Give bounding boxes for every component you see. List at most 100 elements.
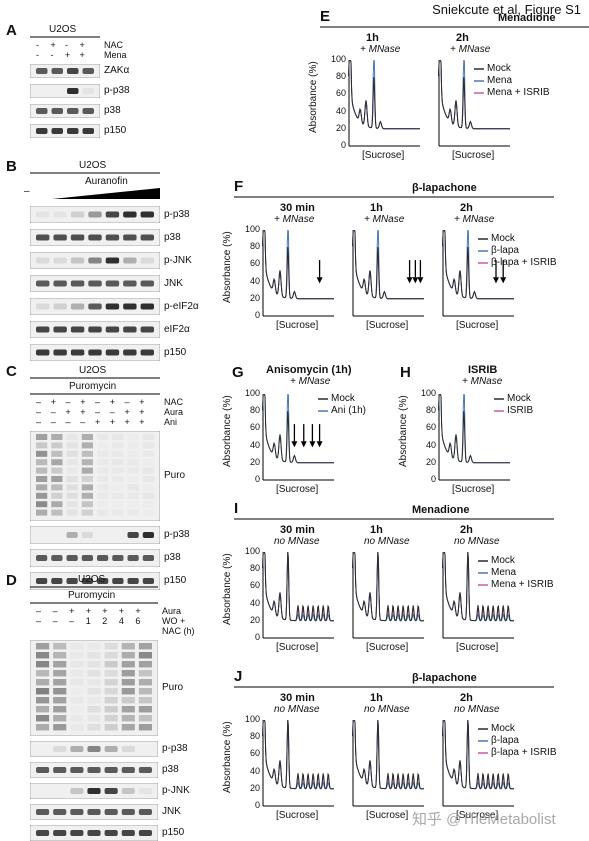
puro-smear bbox=[36, 670, 49, 676]
puro-smear bbox=[70, 670, 83, 676]
series-line bbox=[438, 394, 510, 463]
puro-smear bbox=[139, 670, 152, 676]
panel-C-blot-label: Puro bbox=[164, 470, 185, 481]
panel-J-0-x-label: [Sucrose] bbox=[276, 810, 318, 821]
blot-band bbox=[71, 235, 84, 241]
blot-band bbox=[67, 578, 78, 584]
panel-C-lane-sign: + bbox=[110, 417, 115, 427]
panel-B-blot-0 bbox=[30, 206, 160, 223]
blot-band bbox=[36, 212, 49, 218]
panel-C-puro-bar bbox=[30, 393, 160, 396]
puro-smear bbox=[139, 652, 152, 658]
puro-smear bbox=[70, 688, 83, 694]
blot-band bbox=[52, 68, 64, 74]
panel-C-lane-sign: – bbox=[66, 397, 71, 407]
puro-smear bbox=[87, 706, 100, 712]
panel-A-lane-sign: + bbox=[51, 40, 56, 50]
panel-A-lane-sign: - bbox=[36, 40, 39, 50]
puro-smear bbox=[67, 484, 78, 490]
panel-A-blot-label: p150 bbox=[104, 125, 126, 136]
panel-E-0-y-tick: 80 bbox=[330, 71, 346, 81]
puro-smear bbox=[105, 715, 118, 721]
blot-band bbox=[106, 304, 119, 310]
panel-D-puro-label: Puromycin bbox=[68, 590, 115, 601]
panel-J-col-title: 2h bbox=[460, 692, 473, 704]
panel-F-col-sub: + MNase bbox=[364, 214, 404, 225]
blot-band bbox=[36, 128, 48, 134]
panel-D-lane-sign: + bbox=[135, 606, 140, 616]
puro-smear bbox=[82, 510, 93, 516]
blot-band bbox=[71, 304, 84, 310]
panel-B-blot-3 bbox=[30, 275, 160, 292]
panel-E-legend-item: Mock bbox=[487, 63, 511, 74]
puro-smear bbox=[87, 652, 100, 658]
puro-smear bbox=[82, 468, 93, 474]
panel-B-blot-label: p-JNK bbox=[164, 255, 192, 266]
panel-J-0-y-tick: 100 bbox=[244, 714, 260, 724]
blot-band bbox=[106, 212, 119, 218]
panel-C-row-label: Aura bbox=[164, 407, 183, 417]
puro-smear bbox=[122, 643, 135, 649]
blot-band bbox=[87, 809, 100, 815]
blot-band bbox=[141, 235, 154, 241]
puro-smear bbox=[67, 510, 78, 516]
panel-G-y-tick: 60 bbox=[244, 422, 260, 432]
puro-smear bbox=[139, 706, 152, 712]
blot-band bbox=[122, 788, 135, 794]
puro-smear bbox=[97, 434, 108, 440]
puro-smear bbox=[139, 688, 152, 694]
series-line bbox=[262, 230, 334, 299]
panel-G-letter: G bbox=[232, 364, 244, 381]
blot-band bbox=[67, 128, 79, 134]
puro-smear bbox=[87, 724, 100, 730]
panel-I-letter: I bbox=[234, 500, 238, 517]
panel-I-legend-swatch bbox=[478, 584, 488, 587]
puro-smear bbox=[36, 652, 49, 658]
panel-F-col-title: 30 min bbox=[280, 202, 315, 214]
panel-B-blot-label: JNK bbox=[164, 278, 183, 289]
panel-E-0-x-label: [Sucrose] bbox=[362, 150, 404, 161]
puro-smear bbox=[143, 451, 154, 457]
blot-band bbox=[106, 327, 119, 333]
puro-smear bbox=[97, 493, 108, 499]
panel-C-blot-0 bbox=[30, 431, 160, 521]
panel-F-0-y-tick: 80 bbox=[244, 241, 260, 251]
puro-smear bbox=[82, 442, 93, 448]
panel-E-1-x-label: [Sucrose] bbox=[452, 150, 494, 161]
panel-I-0-y-tick: 60 bbox=[244, 580, 260, 590]
panel-C-lane-sign: + bbox=[139, 397, 144, 407]
puro-smear bbox=[51, 442, 62, 448]
puro-smear bbox=[105, 706, 118, 712]
puro-smear bbox=[53, 697, 66, 703]
puro-smear bbox=[139, 724, 152, 730]
panel-C-lane-sign: + bbox=[95, 417, 100, 427]
puro-smear bbox=[143, 493, 154, 499]
panel-I-0-y-tick: 40 bbox=[244, 598, 260, 608]
panel-D-blot-0 bbox=[30, 640, 158, 736]
series-line bbox=[262, 720, 334, 789]
blot-band bbox=[123, 281, 136, 287]
blot-band bbox=[128, 578, 139, 584]
panel-F-letter: F bbox=[234, 178, 243, 195]
panel-J-1-plot bbox=[352, 720, 428, 810]
puro-smear bbox=[122, 670, 135, 676]
panel-I-legend-swatch bbox=[478, 572, 488, 575]
panel-I-col-title: 30 min bbox=[280, 524, 315, 536]
blot-band bbox=[36, 235, 49, 241]
blot-band bbox=[143, 532, 154, 538]
puro-smear bbox=[128, 468, 139, 474]
panel-A-blot-label: p-p38 bbox=[104, 85, 130, 96]
puro-smear bbox=[105, 670, 118, 676]
blot-band bbox=[106, 258, 119, 264]
puro-smear bbox=[67, 451, 78, 457]
panel-E-legend-swatch bbox=[474, 68, 484, 71]
blot-band bbox=[52, 108, 64, 114]
puro-smear bbox=[139, 643, 152, 649]
puro-smear bbox=[112, 451, 123, 457]
blot-band bbox=[53, 327, 66, 333]
panel-C-lane-sign: + bbox=[125, 407, 130, 417]
panel-J-col-sub: no MNase bbox=[454, 704, 500, 715]
panel-H-x-label: [Sucrose] bbox=[452, 484, 494, 495]
puro-smear bbox=[143, 476, 154, 482]
blot-band bbox=[70, 788, 83, 794]
